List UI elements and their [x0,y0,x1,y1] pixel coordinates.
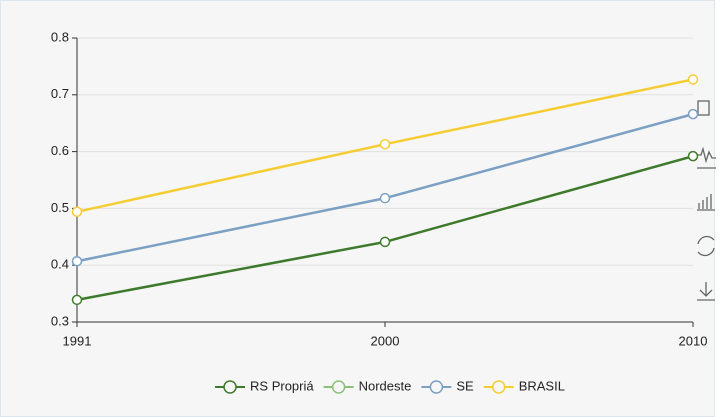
legend-swatch [429,380,444,394]
data-point [71,206,83,218]
data-point [687,150,699,162]
y-tick-label: 0.3 [51,313,69,328]
data-point [379,236,391,248]
restore-icon[interactable] [697,235,715,257]
data-point [379,138,391,150]
line-icon[interactable] [697,146,716,169]
legend-swatch [491,380,506,394]
bar-icon[interactable] [697,194,715,211]
y-tick-label: 0.6 [51,143,69,158]
x-tick-label: 2000 [371,333,400,348]
legend-swatch [331,380,346,394]
data-point [71,255,83,267]
y-tick-label: 0.7 [51,86,69,101]
x-tick-label: 1991 [63,333,92,348]
legend-label: RS Propriá [250,378,314,393]
data-point [71,294,83,306]
y-tick-label: 0.5 [51,200,69,215]
legend-label: BRASIL [519,378,565,393]
data-view-icon[interactable] [697,100,710,116]
data-point [687,108,699,120]
legend-swatch [223,380,237,394]
y-tick-label: 0.8 [51,29,69,44]
data-point [687,74,699,85]
toolbox[interactable] [697,100,716,301]
data-point [379,192,391,204]
save-icon[interactable] [697,282,715,301]
legend-label: Nordeste [359,378,412,393]
y-tick-label: 0.4 [51,257,69,272]
legend: RS Propriá Nordeste SE BRASIL [215,378,565,394]
x-tick-label: 2010 [679,333,708,348]
legend-label: SE [456,378,474,393]
